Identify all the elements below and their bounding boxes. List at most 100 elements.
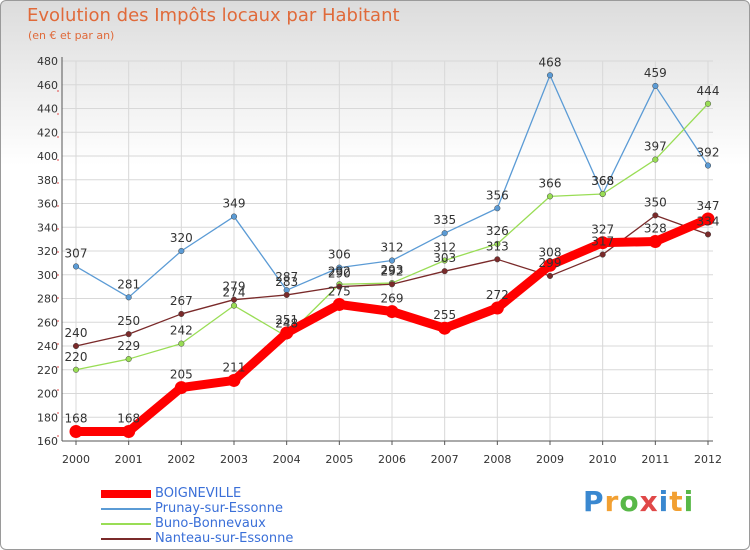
data-label: 303 bbox=[433, 251, 456, 265]
axes: 160 180 200 220 240 260 280 300 320 340 360 380 400 4… bbox=[37, 55, 722, 466]
data-label: 275 bbox=[328, 284, 351, 298]
data-point bbox=[72, 263, 80, 270]
data-label: 292 bbox=[381, 264, 404, 278]
x-tick-label: 2011 bbox=[641, 453, 669, 466]
data-point bbox=[441, 268, 448, 275]
data-point bbox=[283, 291, 290, 298]
x-tick-label: 2004 bbox=[273, 453, 301, 466]
data-point bbox=[599, 251, 606, 258]
data-label: 356 bbox=[486, 188, 509, 202]
data-label: 397 bbox=[644, 140, 667, 154]
data-label: 211 bbox=[223, 360, 246, 374]
data-point bbox=[388, 281, 396, 288]
x-tick-label: 2010 bbox=[589, 453, 617, 466]
data-label: 283 bbox=[275, 275, 298, 289]
data-point bbox=[230, 213, 238, 220]
y-tick-label: 380 bbox=[37, 174, 58, 187]
data-point bbox=[546, 72, 554, 79]
data-point bbox=[652, 82, 659, 89]
data-label: 368 bbox=[591, 174, 614, 188]
data-point bbox=[336, 264, 343, 271]
data-label: 312 bbox=[381, 241, 404, 255]
data-label: 269 bbox=[381, 292, 404, 306]
data-point bbox=[178, 310, 185, 317]
data-point bbox=[72, 342, 80, 350]
data-label: 274 bbox=[223, 286, 246, 300]
data-label: 248 bbox=[275, 317, 298, 331]
data-label: 308 bbox=[539, 245, 562, 259]
data-point bbox=[599, 190, 606, 198]
data-point bbox=[336, 283, 343, 290]
legend-label: Prunay-sur-Essonne bbox=[155, 501, 283, 516]
data-point bbox=[652, 156, 659, 163]
data-point bbox=[596, 236, 610, 250]
data-label: 350 bbox=[644, 195, 667, 209]
legend-label: Buno-Bonnevaux bbox=[155, 516, 266, 531]
data-point bbox=[494, 205, 501, 212]
y-tick-label: 260 bbox=[37, 316, 58, 329]
data-point bbox=[494, 256, 501, 263]
data-label: 366 bbox=[539, 176, 562, 190]
legend-label: Nanteau-sur-Essonne bbox=[155, 531, 294, 546]
data-point bbox=[125, 356, 132, 363]
data-point bbox=[438, 321, 452, 335]
x-tick-label: 2009 bbox=[536, 453, 564, 466]
x-tick-label: 2008 bbox=[483, 453, 511, 466]
y-tick-label: 420 bbox=[37, 126, 58, 139]
data-point bbox=[72, 366, 80, 373]
data-point bbox=[494, 240, 501, 247]
data-labels: 307 281 320 349 287 306 312 335 356 468 368 459 392 2… bbox=[65, 55, 720, 425]
data-label: 287 bbox=[275, 270, 298, 284]
data-label: 306 bbox=[328, 248, 351, 262]
y-tick-label: 360 bbox=[37, 198, 58, 211]
x-tick-label: 2012 bbox=[694, 453, 722, 466]
data-label: 292 bbox=[328, 264, 351, 278]
data-point bbox=[543, 258, 557, 272]
data-label: 326 bbox=[486, 224, 509, 238]
data-label: 444 bbox=[697, 84, 720, 98]
data-label: 317 bbox=[591, 235, 614, 249]
y-tick-label: 280 bbox=[37, 293, 58, 306]
data-label: 242 bbox=[170, 324, 193, 338]
data-label: 328 bbox=[644, 222, 667, 236]
data-point bbox=[178, 340, 185, 347]
legend-swatch bbox=[101, 508, 151, 510]
x-tick-label: 2007 bbox=[431, 453, 459, 466]
data-label: 220 bbox=[65, 350, 88, 364]
data-label: 347 bbox=[697, 199, 720, 213]
legend-swatch bbox=[101, 523, 151, 525]
y-tick-label: 440 bbox=[37, 103, 58, 116]
y-tick-label: 220 bbox=[37, 364, 58, 377]
y-tick-label: 200 bbox=[37, 388, 58, 401]
series-lines bbox=[69, 72, 715, 438]
y-tick-label: 460 bbox=[37, 79, 58, 92]
data-label: 335 bbox=[433, 213, 456, 227]
proxiti-logo: Proxiti bbox=[583, 485, 695, 518]
data-point bbox=[332, 297, 346, 311]
y-tick-label: 340 bbox=[37, 221, 58, 234]
y-tick-label: 320 bbox=[37, 245, 58, 258]
x-tick-label: 2002 bbox=[167, 453, 195, 466]
data-point bbox=[122, 425, 136, 438]
y-tick-label: 400 bbox=[37, 150, 58, 163]
data-label: 279 bbox=[223, 280, 246, 294]
data-point bbox=[701, 212, 715, 226]
data-label: 240 bbox=[65, 326, 88, 340]
data-point bbox=[125, 331, 132, 338]
data-label: 313 bbox=[486, 239, 509, 253]
x-tick-label: 2003 bbox=[220, 453, 248, 466]
data-point bbox=[546, 272, 554, 279]
data-point bbox=[441, 257, 448, 264]
data-label: 205 bbox=[170, 368, 193, 382]
data-point bbox=[69, 425, 83, 438]
legend-label: BOIGNEVILLE bbox=[155, 486, 242, 501]
data-point bbox=[704, 231, 712, 238]
data-label: 468 bbox=[539, 55, 562, 69]
data-point bbox=[652, 212, 659, 219]
data-point bbox=[385, 305, 399, 319]
data-label: 368 bbox=[591, 174, 614, 188]
data-point bbox=[704, 162, 712, 169]
legend-swatch bbox=[101, 490, 151, 498]
